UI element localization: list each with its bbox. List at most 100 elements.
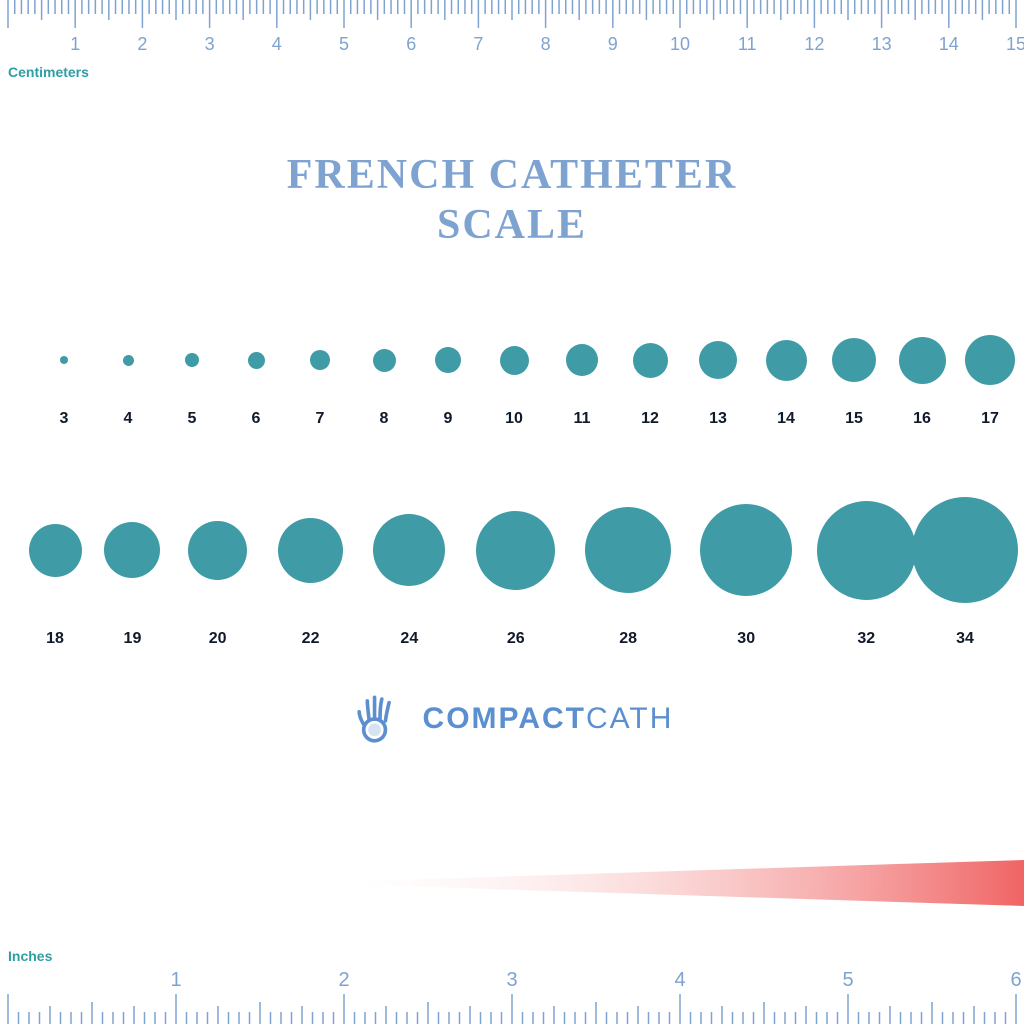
dot-circle (912, 497, 1018, 603)
dot-circle (817, 501, 916, 600)
scale-dot: 19 (104, 522, 160, 578)
scale-dot: 28 (585, 507, 671, 593)
scale-dot: 18 (29, 524, 82, 577)
svg-text:5: 5 (339, 34, 349, 54)
scale-dot: 14 (766, 340, 807, 381)
svg-text:3: 3 (506, 969, 517, 991)
svg-text:9: 9 (608, 34, 618, 54)
scale-dot: 26 (476, 511, 555, 590)
dot-label: 11 (574, 410, 591, 428)
dot-label: 30 (737, 630, 755, 648)
svg-text:11: 11 (738, 34, 757, 54)
dot-circle (965, 335, 1015, 385)
hand-icon (351, 690, 409, 748)
dot-label: 8 (380, 410, 389, 428)
svg-text:6: 6 (406, 34, 416, 54)
dot-label: 16 (913, 410, 931, 428)
scale-dot: 4 (123, 355, 134, 366)
svg-text:8: 8 (541, 34, 551, 54)
scale-dot: 24 (373, 514, 445, 586)
ruler-centimeters: 123456789101112131415 (0, 0, 1024, 80)
dot-circle (123, 355, 134, 366)
needle-wedge (300, 860, 1024, 906)
dot-circle (700, 504, 792, 596)
svg-text:15: 15 (1006, 34, 1024, 54)
svg-text:7: 7 (473, 34, 483, 54)
scale-dot: 5 (185, 353, 199, 367)
dot-label: 9 (444, 410, 453, 428)
dot-circle (766, 340, 807, 381)
scale-dot: 7 (310, 350, 330, 370)
svg-text:13: 13 (872, 34, 892, 54)
dot-circle (832, 338, 876, 382)
dot-circle (310, 350, 330, 370)
dot-circle (899, 337, 946, 384)
dot-label: 6 (252, 410, 261, 428)
dot-circle (500, 346, 529, 375)
dot-circle (566, 344, 598, 376)
dot-circle (29, 524, 82, 577)
svg-text:6: 6 (1010, 969, 1021, 991)
dot-circle (373, 349, 396, 372)
title-line2: SCALE (0, 200, 1024, 250)
svg-text:2: 2 (137, 34, 147, 54)
scale-dot: 34 (912, 497, 1018, 603)
dot-label: 5 (188, 410, 197, 428)
dot-circle (633, 343, 668, 378)
dot-circle (188, 521, 247, 580)
dot-label: 28 (619, 630, 637, 648)
svg-text:10: 10 (670, 34, 690, 54)
scale-dot: 16 (899, 337, 946, 384)
ruler-inches: 123456 (0, 944, 1024, 1024)
dot-circle (185, 353, 199, 367)
dot-circle (60, 356, 68, 364)
dot-circle (476, 511, 555, 590)
dot-label: 26 (507, 630, 525, 648)
dot-label: 18 (46, 630, 64, 648)
dot-circle (278, 518, 343, 583)
dot-label: 12 (641, 410, 659, 428)
dot-label: 19 (124, 630, 142, 648)
svg-text:3: 3 (205, 34, 215, 54)
scale-dot: 15 (832, 338, 876, 382)
dot-circle (104, 522, 160, 578)
svg-text:4: 4 (272, 34, 282, 54)
svg-text:5: 5 (842, 969, 853, 991)
logo-text-light: CATH (586, 702, 673, 735)
dot-label: 3 (60, 410, 69, 428)
dot-label: 14 (777, 410, 795, 428)
dot-label: 17 (981, 410, 999, 428)
svg-text:14: 14 (939, 34, 959, 54)
svg-text:4: 4 (674, 969, 685, 991)
scale-dot: 6 (248, 352, 265, 369)
svg-text:12: 12 (804, 34, 824, 54)
dot-label: 24 (400, 630, 418, 648)
dot-label: 7 (316, 410, 325, 428)
dot-label: 22 (302, 630, 320, 648)
svg-text:2: 2 (338, 969, 349, 991)
logo-text: COMPACTCATH (423, 702, 674, 736)
brand-logo: COMPACTCATH (0, 690, 1024, 748)
dot-label: 4 (124, 410, 133, 428)
scale-dot: 22 (278, 518, 343, 583)
dot-circle (699, 341, 737, 379)
scale-dot: 9 (435, 347, 461, 373)
scale-dot: 10 (500, 346, 529, 375)
scale-dot: 32 (817, 501, 916, 600)
scale-dot: 17 (965, 335, 1015, 385)
dot-label: 13 (709, 410, 727, 428)
dot-label: 10 (505, 410, 523, 428)
dot-circle (373, 514, 445, 586)
dot-label: 15 (845, 410, 863, 428)
title-line1: FRENCH CATHETER (0, 150, 1024, 200)
dot-circle (435, 347, 461, 373)
dot-label: 32 (857, 630, 875, 648)
svg-text:1: 1 (70, 34, 80, 54)
scale-dot: 3 (60, 356, 68, 364)
logo-text-bold: COMPACT (423, 702, 586, 735)
scale-dot: 30 (700, 504, 792, 596)
scale-dot: 11 (566, 344, 598, 376)
page-title: FRENCH CATHETER SCALE (0, 150, 1024, 251)
scale-dot: 12 (633, 343, 668, 378)
dot-circle (585, 507, 671, 593)
